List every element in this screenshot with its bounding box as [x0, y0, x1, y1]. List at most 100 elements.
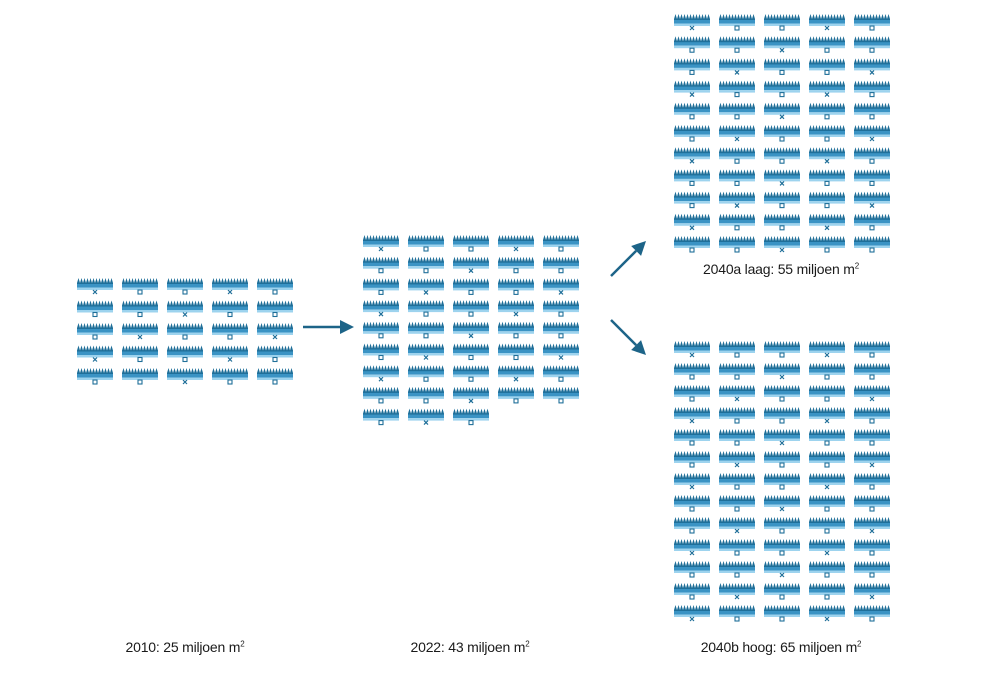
greenhouse-grid-2040b [674, 341, 890, 622]
greenhouse-icon [854, 102, 890, 120]
greenhouse-icon [543, 278, 579, 295]
greenhouse-icon [764, 363, 800, 380]
greenhouse-icon [543, 235, 579, 252]
greenhouse-icon [764, 147, 800, 164]
greenhouse-icon [257, 323, 293, 340]
greenhouse-grid-2040a [674, 14, 890, 253]
greenhouse-icon [854, 125, 890, 142]
greenhouse-icon [719, 407, 755, 424]
greenhouse-icon [764, 169, 800, 186]
greenhouse-icon [719, 363, 755, 380]
greenhouse-icon [408, 386, 444, 404]
greenhouse-icon [212, 300, 248, 318]
label-2022: 2022: 43 miljoen m2 [410, 639, 530, 655]
greenhouse-icon [257, 345, 293, 363]
greenhouse-icon [854, 583, 890, 600]
greenhouse-icon [674, 191, 710, 209]
greenhouse-icon [77, 368, 113, 385]
greenhouse-icon [764, 385, 800, 402]
greenhouse-icon [167, 345, 203, 363]
greenhouse-icon [122, 278, 158, 295]
greenhouse-icon [719, 517, 755, 534]
greenhouse-icon [854, 169, 890, 186]
greenhouse-icon [809, 191, 845, 209]
greenhouse-icon [212, 345, 248, 362]
greenhouse-icon [764, 429, 800, 446]
greenhouse-icon [212, 278, 248, 295]
greenhouse-icon [363, 278, 399, 295]
greenhouse-icon [809, 583, 845, 600]
greenhouse-icon [453, 408, 489, 426]
greenhouse-icon [719, 191, 755, 209]
greenhouse-icon [453, 235, 489, 252]
greenhouse-icon [77, 278, 113, 295]
greenhouse-icon [764, 14, 800, 31]
greenhouse-icon [674, 407, 710, 424]
greenhouse-icon [498, 256, 534, 274]
greenhouse-icon [674, 58, 710, 75]
greenhouse-icon [854, 58, 890, 75]
greenhouse-icon [674, 236, 710, 253]
arrow-2022-to-2040a [610, 241, 646, 277]
greenhouse-icon [77, 300, 113, 318]
greenhouse-icon [363, 386, 399, 404]
greenhouse-icon [764, 539, 800, 556]
greenhouse-icon [854, 14, 890, 31]
greenhouse-icon [764, 213, 800, 231]
greenhouse-icon [854, 495, 890, 512]
greenhouse-icon [809, 495, 845, 512]
greenhouse-icon [809, 102, 845, 120]
greenhouse-icon [764, 236, 800, 253]
greenhouse-icon [674, 473, 710, 490]
greenhouse-icon [809, 147, 845, 164]
greenhouse-icon [854, 385, 890, 402]
greenhouse-icon [854, 341, 890, 358]
greenhouse-icon [257, 368, 293, 385]
greenhouse-icon [809, 14, 845, 31]
greenhouse-icon [674, 517, 710, 534]
greenhouse-icon [854, 363, 890, 380]
greenhouse-icon [498, 321, 534, 339]
greenhouse-icon [674, 341, 710, 358]
greenhouse-icon [764, 407, 800, 424]
greenhouse-icon [764, 58, 800, 75]
greenhouse-icon [408, 408, 444, 426]
greenhouse-icon [674, 583, 710, 600]
greenhouse-icon [543, 343, 579, 360]
greenhouse-icon [719, 236, 755, 253]
greenhouse-icon [719, 58, 755, 75]
greenhouse-icon [719, 341, 755, 358]
greenhouse-icon [719, 429, 755, 446]
greenhouse-icon [854, 451, 890, 468]
greenhouse-icon [674, 213, 710, 231]
greenhouse-icon [453, 256, 489, 274]
greenhouse-icon [408, 321, 444, 339]
greenhouse-icon [719, 385, 755, 402]
greenhouse-icon [167, 278, 203, 295]
greenhouse-icon [453, 278, 489, 295]
greenhouse-icon [764, 517, 800, 534]
greenhouse-icon [854, 236, 890, 253]
greenhouse-icon [408, 256, 444, 274]
greenhouse-icon [719, 451, 755, 468]
greenhouse-icon [674, 125, 710, 142]
greenhouse-icon [854, 429, 890, 446]
greenhouse-icon [674, 429, 710, 446]
greenhouse-icon [764, 102, 800, 120]
greenhouse-icon [77, 323, 113, 340]
greenhouse-grid-2010 [77, 278, 293, 385]
greenhouse-icon [257, 300, 293, 318]
greenhouse-icon [809, 473, 845, 490]
greenhouse-icon [809, 517, 845, 534]
greenhouse-icon [212, 323, 248, 340]
greenhouse-icon [77, 345, 113, 362]
greenhouse-icon [122, 300, 158, 318]
greenhouse-icon [498, 365, 534, 382]
greenhouse-icon [674, 561, 710, 578]
greenhouse-icon [719, 14, 755, 31]
greenhouse-icon [408, 235, 444, 252]
greenhouse-icon [363, 321, 399, 339]
greenhouse-icon [809, 385, 845, 402]
greenhouse-icon [674, 539, 710, 556]
greenhouse-icon [363, 365, 399, 382]
